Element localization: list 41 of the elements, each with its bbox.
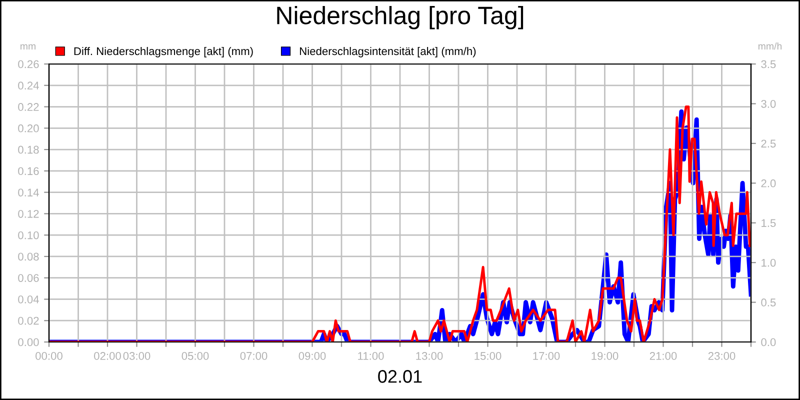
x-tick-label: 07:00	[240, 352, 268, 360]
y2-tick-label: 0.5	[761, 298, 776, 306]
x-tick-label: 15:00	[474, 352, 502, 360]
y2-tick-label: 3.0	[761, 100, 776, 108]
y-tick-label: 0.02	[18, 316, 39, 325]
x-tick-label: 11:00	[358, 352, 384, 360]
x-tick-label: 21:00	[650, 352, 677, 360]
y2-tick-label: 3.5	[761, 60, 776, 68]
y-tick-label: 0.08	[18, 252, 39, 261]
y-tick-label: 0.16	[18, 167, 39, 176]
y2-tick-label: 0.0	[761, 338, 776, 346]
x-tick-label: 23:00	[708, 352, 736, 360]
legend-label: Diff. Niederschlagsmenge [akt] (mm)	[74, 46, 253, 58]
x-tick-label: 05:00	[182, 352, 209, 360]
x-tick-label: 03:00	[123, 352, 150, 360]
y-axis-title: mm	[20, 44, 36, 50]
y-tick-label: 0.26	[18, 60, 39, 68]
y-tick-label: 0.18	[18, 146, 39, 154]
x-tick-label: 17:00	[533, 352, 560, 360]
y-tick-label: 0.12	[18, 210, 39, 218]
y-tick-label: 0.24	[18, 82, 39, 90]
x-axis-title: 02.01	[378, 370, 422, 383]
y-tick-label: 0.06	[18, 274, 39, 282]
y-tick-label: 0.10	[18, 231, 39, 240]
x-tick-label: 13:00	[416, 352, 443, 360]
y-tick-label: 0.22	[18, 103, 39, 111]
y-tick-label: 0.00	[18, 338, 39, 346]
y2-axis-title: mm/h	[758, 42, 782, 50]
y2-tick-label: 1.0	[762, 258, 776, 267]
y2-tick-label: 2.5	[761, 140, 776, 148]
y2-tick-label: 2.0	[761, 179, 776, 188]
chart-title: Niederschlag [pro Tag]	[277, 6, 524, 30]
x-tick-label: 19:00	[592, 352, 618, 360]
x-tick-label: 00:00	[36, 352, 62, 360]
y-tick-label: 0.14	[18, 188, 39, 196]
x-tick-label: 09:00	[298, 352, 326, 360]
y-tick-label: 0.20	[18, 124, 39, 132]
legend-label: Niederschlagsintensität [akt] (mm/h)	[300, 46, 476, 58]
x-tick-label: 02:00	[94, 352, 121, 360]
y2-tick-label: 1.5	[762, 219, 776, 227]
y-tick-label: 0.04	[18, 296, 39, 304]
